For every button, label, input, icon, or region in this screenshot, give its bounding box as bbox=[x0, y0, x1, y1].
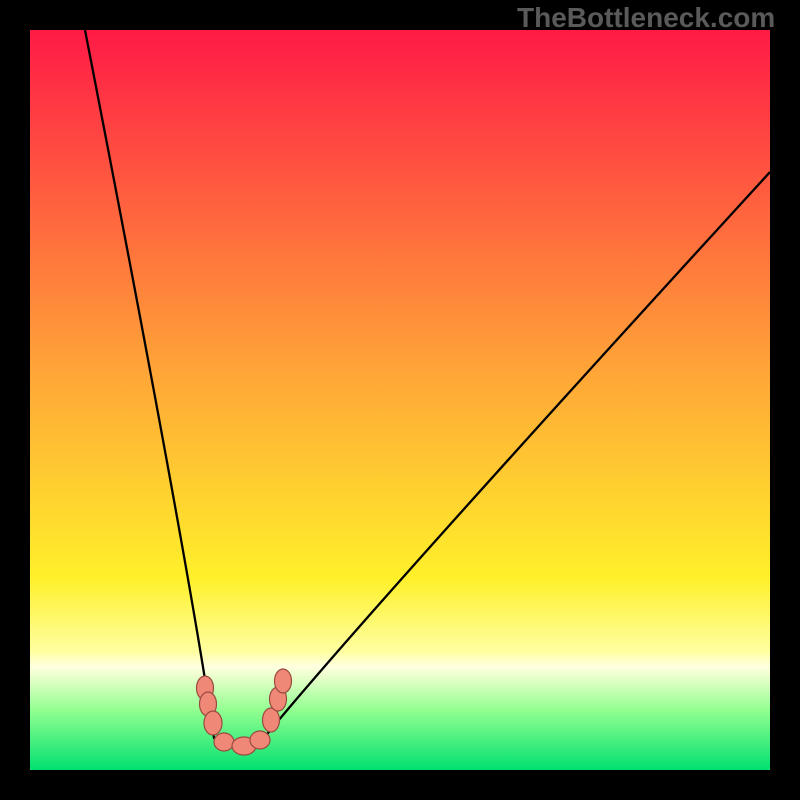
marker-point bbox=[204, 711, 222, 735]
plot-background bbox=[30, 30, 770, 770]
bottleneck-chart bbox=[0, 0, 800, 800]
marker-point bbox=[263, 708, 280, 732]
watermark-text: TheBottleneck.com bbox=[517, 2, 775, 34]
marker-point bbox=[275, 669, 292, 693]
marker-point bbox=[214, 733, 234, 751]
marker-point bbox=[250, 731, 270, 749]
